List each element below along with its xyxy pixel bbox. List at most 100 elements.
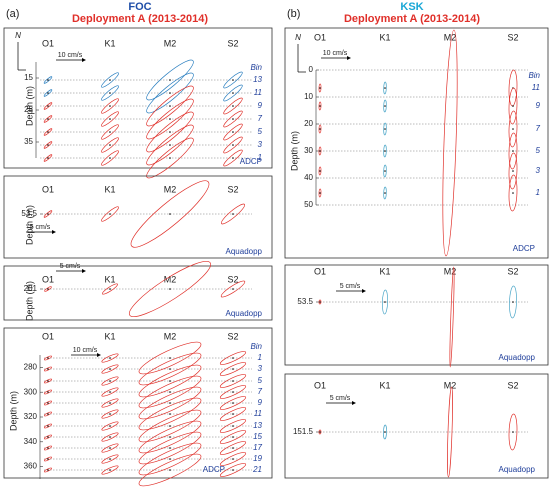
- ellipse-center: [512, 105, 514, 107]
- tidal-ellipse: [138, 375, 202, 409]
- tidal-ellipse: [318, 299, 322, 305]
- tidal-ellipse: [383, 164, 387, 178]
- bin-label: 7: [258, 387, 263, 396]
- ellipse-center: [232, 391, 234, 393]
- bin-label: 13: [253, 421, 262, 430]
- ellipse-center: [232, 380, 234, 382]
- bin-label: 17: [253, 443, 262, 452]
- tidal-ellipse: [101, 137, 119, 153]
- tidal-ellipse: [383, 81, 387, 95]
- y-tick-label: 151.5: [293, 427, 314, 436]
- column-label: S2: [227, 38, 238, 48]
- ellipse-center: [319, 128, 321, 130]
- tidal-ellipse: [220, 203, 246, 225]
- ellipse-center: [47, 425, 49, 427]
- ellipse-center: [319, 87, 321, 89]
- tidal-ellipse: [449, 266, 455, 368]
- ellipse-center: [47, 157, 49, 159]
- ellipse-center: [109, 391, 111, 393]
- column-label: K1: [379, 32, 390, 42]
- tidal-ellipse: [101, 398, 119, 408]
- ellipse-center: [384, 128, 386, 130]
- tidal-ellipse: [223, 71, 243, 89]
- column-label: M2: [444, 32, 457, 42]
- y-tick-label: 20: [304, 119, 313, 128]
- column-label: K1: [104, 184, 115, 194]
- instrument-label: ADCP: [513, 244, 535, 253]
- bin-label: 9: [258, 398, 263, 407]
- ellipse-center: [169, 469, 171, 471]
- tidal-ellipse: [102, 283, 118, 295]
- tidal-ellipse: [138, 364, 202, 398]
- tidal-ellipse: [138, 352, 202, 386]
- column-label: K1: [104, 274, 115, 284]
- ellipse-center: [47, 458, 49, 460]
- ellipse-center: [232, 118, 234, 120]
- tidal-ellipse: [44, 445, 52, 451]
- tidal-ellipse: [383, 99, 387, 113]
- scale-arrowhead: [347, 56, 351, 60]
- tidal-ellipse: [44, 366, 52, 372]
- ellipse-center: [169, 368, 171, 370]
- panel-box: [3, 27, 273, 169]
- column-label: S2: [507, 266, 518, 276]
- ellipse-center: [512, 431, 514, 433]
- site-title: KSK: [400, 1, 423, 13]
- ellipse-center: [169, 402, 171, 404]
- bin-label: 7: [258, 114, 263, 123]
- ellipse-center: [169, 380, 171, 382]
- ellipse-center: [232, 425, 234, 427]
- tidal-ellipse: [318, 101, 322, 111]
- y-tick-label: 53.5: [21, 209, 37, 218]
- ellipse-center: [169, 357, 171, 359]
- scale-arrowhead: [82, 269, 86, 273]
- ellipse-center: [109, 157, 111, 159]
- column-label: S2: [507, 380, 518, 390]
- y-axis-title: Depth (m): [8, 391, 18, 431]
- column-label: O1: [314, 380, 326, 390]
- ellipse-center: [169, 144, 171, 146]
- ellipse-center: [169, 157, 171, 159]
- tidal-ellipse: [44, 400, 52, 406]
- tidal-ellipse: [146, 124, 194, 166]
- ellipse-center: [169, 391, 171, 393]
- tidal-ellipse: [101, 465, 119, 475]
- y-tick-label: 30: [304, 146, 313, 155]
- column-label: O1: [314, 266, 326, 276]
- scale-arrowhead: [362, 289, 366, 293]
- ellipse-center: [232, 447, 234, 449]
- column-label: M2: [164, 38, 177, 48]
- ellipse-center: [169, 458, 171, 460]
- ellipse-center: [319, 105, 321, 107]
- deployment-title: Deployment A (2013-2014): [344, 13, 480, 25]
- tidal-ellipse: [146, 98, 194, 140]
- y-tick-label: 10: [304, 92, 313, 101]
- tidal-ellipse: [508, 132, 518, 170]
- column-label: O1: [42, 331, 54, 341]
- column-label: S2: [227, 331, 238, 341]
- ellipse-center: [109, 402, 111, 404]
- ellipse-center: [512, 192, 514, 194]
- y-tick-label: 50: [304, 200, 313, 209]
- panel-box: [3, 265, 273, 321]
- ellipse-center: [232, 413, 234, 415]
- ellipse-center: [47, 79, 49, 81]
- y-tick-label: 0: [309, 65, 314, 74]
- ellipse-center: [109, 357, 111, 359]
- bin-label: 11: [254, 88, 262, 97]
- ellipse-center: [47, 357, 49, 359]
- ellipse-center: [232, 131, 234, 133]
- panel-label: (a): [6, 8, 19, 20]
- tidal-ellipse: [220, 280, 246, 298]
- panel-box: [3, 175, 273, 259]
- column-label: M2: [164, 331, 177, 341]
- bin-label: 1: [258, 353, 262, 362]
- bin-label: 3: [536, 166, 541, 175]
- instrument-label: Aquadopp: [499, 353, 536, 362]
- ellipse-center: [512, 301, 514, 303]
- tidal-ellipse: [508, 413, 518, 451]
- tidal-ellipse: [130, 180, 210, 248]
- tidal-ellipse: [138, 453, 202, 487]
- tidal-ellipse: [101, 206, 119, 222]
- scale-arrowhead: [97, 353, 101, 357]
